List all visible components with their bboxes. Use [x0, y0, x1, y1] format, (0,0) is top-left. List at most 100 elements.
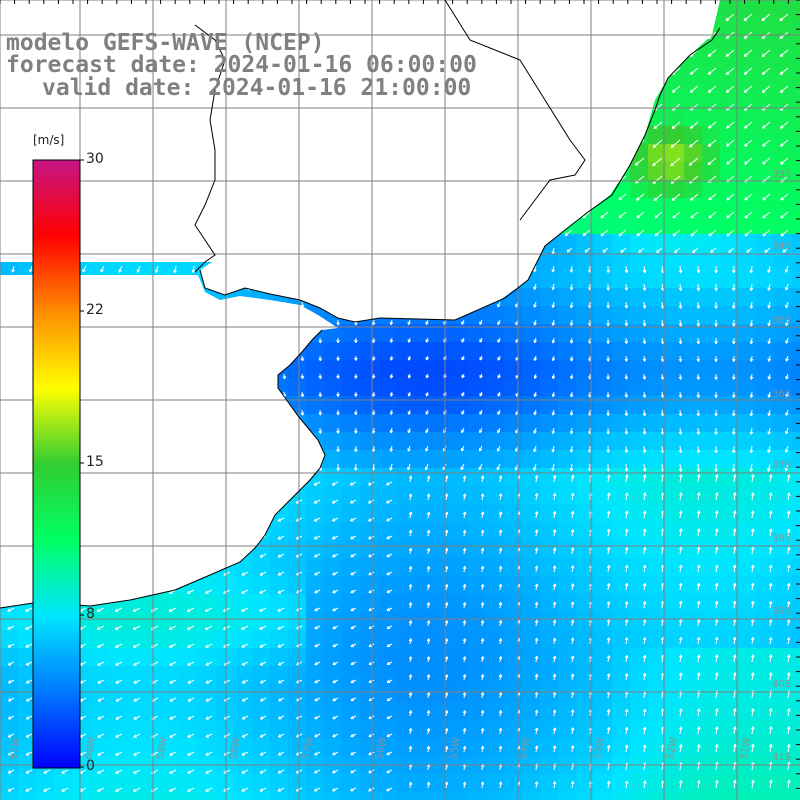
wind-arrow — [533, 373, 538, 379]
wind-arrow — [425, 409, 429, 415]
wind-arrow — [696, 301, 701, 309]
speed-cell — [666, 684, 684, 702]
speed-cell — [450, 594, 468, 612]
wind-arrow — [277, 553, 285, 558]
speed-cell — [522, 648, 540, 666]
lat-label: 41S — [772, 752, 791, 763]
colorbar-tick-label: 22 — [86, 302, 104, 318]
speed-cell — [702, 270, 720, 288]
wind-arrow — [97, 679, 105, 684]
speed-cell — [792, 126, 800, 144]
wind-arrow — [461, 409, 465, 415]
speed-cell — [540, 270, 558, 288]
speed-cell — [774, 324, 792, 342]
speed-cell — [378, 504, 396, 522]
speed-cell — [90, 774, 108, 792]
speed-cell — [90, 792, 108, 800]
speed-cell — [468, 630, 486, 648]
wind-arrow — [552, 601, 557, 609]
speed-cell — [774, 774, 792, 792]
speed-cell — [648, 378, 666, 396]
wind-arrow — [498, 475, 503, 483]
wind-arrow — [313, 499, 321, 504]
wind-arrow — [767, 283, 771, 291]
speed-cell — [468, 432, 486, 450]
speed-cell — [396, 540, 414, 558]
wind-arrow — [386, 517, 393, 522]
wind-arrow — [750, 564, 755, 573]
speed-cell — [360, 360, 378, 378]
speed-cell — [756, 738, 774, 756]
speed-cell — [702, 450, 720, 468]
wind-arrow — [407, 319, 411, 326]
speed-cell — [738, 378, 756, 396]
speed-cell — [540, 324, 558, 342]
wind-arrow — [354, 355, 358, 361]
wind-arrow — [726, 229, 735, 237]
speed-cell — [324, 774, 342, 792]
speed-cell — [450, 720, 468, 738]
speed-cell — [486, 486, 504, 504]
speed-cell — [378, 576, 396, 594]
wind-arrow — [606, 601, 611, 609]
speed-cell — [486, 522, 504, 540]
speed-cell — [378, 594, 396, 612]
wind-arrow — [332, 571, 339, 576]
wind-arrow — [241, 571, 249, 576]
speed-cell — [486, 414, 504, 432]
speed-cell — [792, 504, 800, 522]
speed-cell — [702, 378, 720, 396]
wind-arrow — [336, 391, 340, 397]
wind-arrow — [744, 193, 753, 201]
speed-cell — [756, 234, 774, 252]
speed-cell — [360, 792, 378, 800]
wind-arrow — [767, 427, 771, 435]
wind-arrow — [569, 301, 574, 309]
speed-cell — [774, 108, 792, 126]
wind-arrow — [259, 661, 267, 666]
speed-cell — [576, 738, 594, 756]
speed-cell — [450, 450, 468, 468]
wind-arrow — [205, 589, 213, 594]
speed-cell — [792, 162, 800, 180]
colorbar-tick-label: 30 — [86, 151, 104, 167]
speed-cell — [306, 414, 324, 432]
speed-cell — [738, 108, 756, 126]
speed-cell — [558, 270, 576, 288]
speed-cell — [198, 792, 216, 800]
speed-cell — [648, 216, 666, 234]
speed-cell — [234, 792, 252, 800]
speed-cell — [414, 702, 432, 720]
speed-cell — [756, 414, 774, 432]
speed-cell — [522, 792, 540, 800]
wind-arrow — [426, 475, 431, 483]
speed-cell — [558, 630, 576, 648]
speed-cell — [702, 612, 720, 630]
speed-cell — [648, 288, 666, 306]
speed-cell — [792, 18, 800, 36]
speed-cell — [792, 540, 800, 558]
wind-arrow — [714, 373, 718, 380]
speed-cell — [666, 72, 684, 90]
wind-arrow — [367, 499, 375, 504]
speed-cell — [630, 450, 648, 468]
speed-cell — [666, 666, 684, 684]
wind-arrow — [697, 474, 701, 483]
speed-cell — [540, 702, 558, 720]
speed-cell — [216, 666, 234, 684]
wind-arrow — [624, 528, 629, 537]
speed-cell — [180, 720, 198, 738]
speed-cell — [450, 702, 468, 720]
speed-cell — [558, 252, 576, 270]
wind-arrow — [136, 265, 141, 273]
wind-arrow — [678, 283, 683, 291]
speed-cell — [720, 612, 738, 630]
speed-cell — [486, 594, 504, 612]
wind-arrow — [606, 528, 611, 537]
speed-cell — [666, 396, 684, 414]
speed-cell — [666, 378, 684, 396]
wind-arrow — [696, 337, 701, 345]
speed-cell — [378, 684, 396, 702]
speed-cell — [630, 558, 648, 576]
